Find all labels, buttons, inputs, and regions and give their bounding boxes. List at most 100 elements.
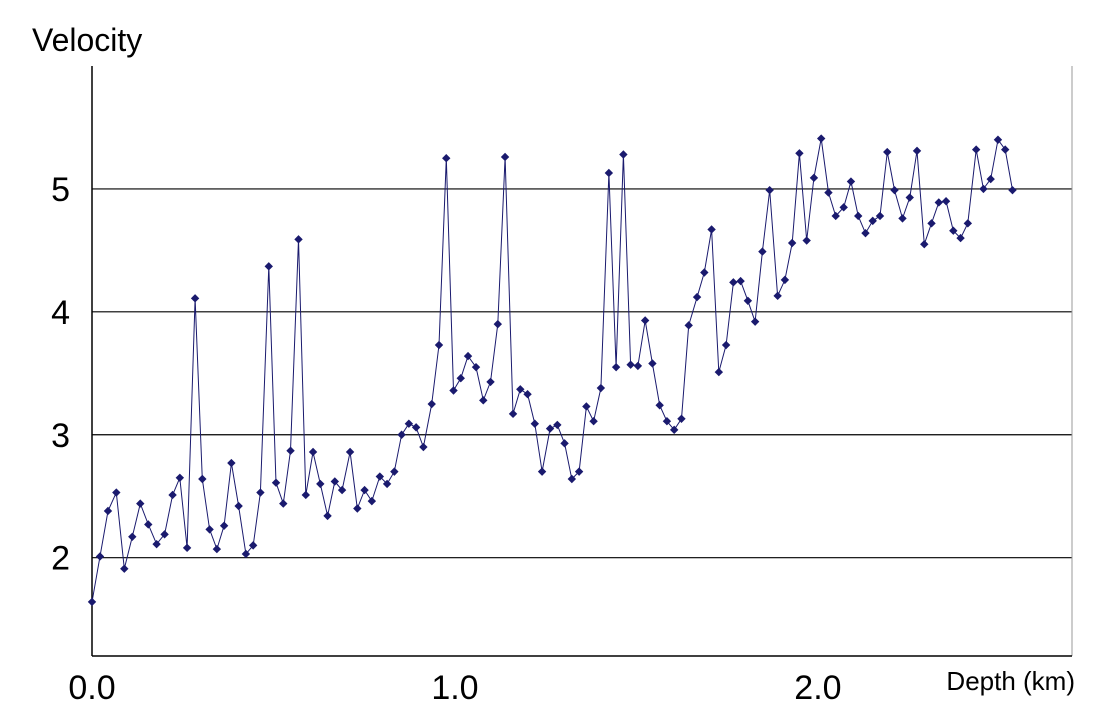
data-point-31 xyxy=(323,511,332,521)
data-point-117 xyxy=(956,233,965,243)
data-point-22 xyxy=(256,488,265,497)
data-point-76 xyxy=(655,401,664,410)
data-point-36 xyxy=(360,485,369,495)
data-point-82 xyxy=(700,268,709,277)
data-point-116 xyxy=(949,226,958,235)
data-point-27 xyxy=(294,235,303,244)
data-point-109 xyxy=(898,214,907,223)
data-point-106 xyxy=(875,211,885,221)
data-point-49 xyxy=(456,374,465,383)
data-point-98 xyxy=(816,134,826,143)
data-point-16 xyxy=(212,544,222,554)
data-point-12 xyxy=(182,543,192,553)
data-point-45 xyxy=(427,399,436,409)
data-point-84 xyxy=(714,367,724,377)
data-point-57 xyxy=(516,385,525,394)
data-point-103 xyxy=(854,211,863,221)
data-point-71 xyxy=(619,150,628,159)
data-point-13 xyxy=(190,294,200,303)
data-point-88 xyxy=(743,296,753,305)
data-point-37 xyxy=(367,496,377,506)
y-tick-label-2: 2 xyxy=(51,540,70,578)
data-point-4 xyxy=(120,564,129,573)
data-point-93 xyxy=(780,275,790,285)
data-point-99 xyxy=(824,188,833,197)
data-point-15 xyxy=(205,525,214,534)
data-point-48 xyxy=(449,386,458,395)
data-point-9 xyxy=(160,530,169,539)
data-point-17 xyxy=(219,521,229,530)
data-point-78 xyxy=(669,425,679,435)
x-tick-labels: 0.0 1.0 2.0 xyxy=(68,669,841,707)
data-point-73 xyxy=(633,361,643,371)
data-point-44 xyxy=(419,442,428,452)
data-point-10 xyxy=(168,490,177,500)
data-point-30 xyxy=(316,479,325,489)
data-point-61 xyxy=(545,424,555,433)
data-point-55 xyxy=(500,152,510,162)
data-point-64 xyxy=(567,474,577,484)
data-point-51 xyxy=(471,362,481,372)
data-point-124 xyxy=(1008,185,1017,195)
data-point-114 xyxy=(934,198,943,207)
data-point-113 xyxy=(927,219,936,228)
data-point-120 xyxy=(979,184,988,194)
data-point-1 xyxy=(95,552,105,561)
data-point-20 xyxy=(241,549,251,559)
y-axis-label: Velocity xyxy=(32,22,142,58)
data-point-100 xyxy=(831,211,840,221)
data-point-115 xyxy=(941,197,951,206)
data-point-43 xyxy=(411,423,421,432)
y-tick-label-5: 5 xyxy=(51,171,70,209)
data-point-67 xyxy=(589,417,598,426)
data-point-92 xyxy=(773,291,782,301)
data-point-101 xyxy=(839,203,848,212)
data-point-65 xyxy=(574,467,584,476)
data-point-118 xyxy=(963,219,973,228)
data-point-41 xyxy=(397,430,406,439)
data-point-19 xyxy=(234,501,243,511)
data-point-105 xyxy=(868,216,877,226)
data-point-14 xyxy=(198,474,207,484)
data-point-87 xyxy=(736,276,745,286)
data-point-86 xyxy=(729,278,738,287)
y-tick-label-3: 3 xyxy=(51,417,70,455)
data-point-52 xyxy=(479,396,488,405)
data-point-40 xyxy=(390,467,399,476)
data-point-123 xyxy=(1001,145,1010,154)
data-point-2 xyxy=(103,506,113,516)
data-point-8 xyxy=(152,539,161,549)
data-point-0 xyxy=(87,597,97,607)
data-point-97 xyxy=(809,173,819,183)
data-point-53 xyxy=(486,377,495,387)
data-point-25 xyxy=(279,499,288,508)
y-tick-labels: 2 3 4 5 xyxy=(51,171,70,578)
data-point-90 xyxy=(758,247,767,256)
data-point-72 xyxy=(626,360,635,369)
data-point-119 xyxy=(971,145,981,154)
data-point-5 xyxy=(128,532,137,541)
data-point-62 xyxy=(553,420,562,430)
data-point-29 xyxy=(308,447,318,457)
x-axis-label: Depth (km) xyxy=(946,666,1075,696)
data-point-32 xyxy=(330,477,340,486)
data-point-110 xyxy=(905,193,914,202)
data-point-80 xyxy=(684,321,693,330)
data-point-34 xyxy=(345,447,355,457)
data-point-91 xyxy=(765,185,774,195)
data-point-66 xyxy=(582,402,591,411)
data-point-3 xyxy=(112,488,121,497)
data-point-24 xyxy=(271,478,281,487)
x-tick-label-2.0: 2.0 xyxy=(794,669,841,707)
data-point-26 xyxy=(286,446,295,455)
data-point-68 xyxy=(596,383,606,393)
data-point-18 xyxy=(227,458,236,468)
gridlines xyxy=(92,188,1072,559)
data-point-60 xyxy=(537,467,547,476)
data-point-63 xyxy=(560,439,569,448)
data-point-104 xyxy=(861,228,870,238)
data-point-46 xyxy=(434,340,444,350)
data-point-6 xyxy=(136,499,145,508)
data-point-112 xyxy=(920,240,929,249)
